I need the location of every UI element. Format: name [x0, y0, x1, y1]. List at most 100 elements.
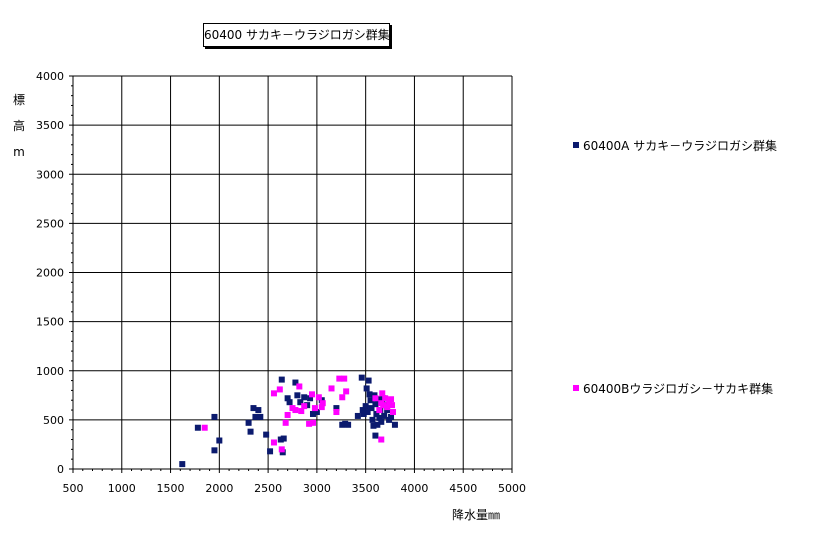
data-point-series-1 — [359, 407, 366, 414]
data-point-series-1 — [257, 413, 264, 420]
data-point-series-1 — [247, 428, 254, 435]
data-point-series-1 — [366, 391, 373, 398]
data-point-series-2 — [343, 388, 350, 395]
data-point-series-2 — [388, 396, 395, 403]
y-tick-label: 0 — [57, 463, 64, 476]
data-point-series-1 — [358, 374, 365, 381]
y-tick-label: 3000 — [36, 168, 64, 181]
data-point-series-2 — [282, 419, 289, 426]
data-point-series-1 — [313, 409, 320, 416]
data-point-series-2 — [296, 383, 303, 390]
data-point-series-1 — [278, 376, 285, 383]
data-point-series-1 — [373, 410, 380, 417]
data-point-series-2 — [380, 402, 387, 409]
data-point-series-1 — [378, 418, 385, 425]
x-tick-label: 3500 — [352, 482, 380, 495]
data-point-series-2 — [378, 436, 385, 443]
data-point-series-1 — [367, 397, 374, 404]
data-point-series-1 — [372, 401, 379, 408]
data-point-series-2 — [328, 385, 335, 392]
x-tick-label: 1000 — [108, 482, 136, 495]
data-point-series-1 — [309, 410, 316, 417]
data-point-series-2 — [270, 439, 277, 446]
data-point-series-1 — [297, 399, 304, 406]
data-point-series-1 — [252, 413, 259, 420]
data-point-series-1 — [362, 403, 369, 410]
data-point-series-1 — [179, 461, 186, 468]
data-point-series-2 — [389, 402, 396, 409]
data-point-series-1 — [280, 435, 287, 442]
data-point-series-1 — [333, 405, 340, 412]
data-point-series-1 — [364, 409, 371, 416]
data-point-series-2 — [284, 411, 291, 418]
y-tick-label: 4000 — [36, 70, 64, 83]
x-tick-label: 1500 — [157, 482, 185, 495]
data-point-series-2 — [309, 419, 316, 426]
data-point-series-1 — [360, 410, 367, 417]
y-axis-title-char: 高 — [13, 118, 25, 133]
data-point-series-2 — [201, 424, 208, 431]
data-point-series-2 — [311, 405, 318, 412]
data-point-series-2 — [379, 390, 386, 397]
data-point-series-1 — [255, 407, 262, 414]
data-point-series-1 — [216, 437, 223, 444]
tick-layer: 500 1000 1500 2000 2500 3000 3500 4000 4500 5000 0… — [36, 70, 526, 495]
y-axis-title: 標高m — [13, 93, 25, 159]
data-point-series-2 — [306, 420, 313, 427]
data-point-series-1 — [294, 392, 301, 399]
data-point-series-1 — [211, 413, 218, 420]
data-point-series-1 — [391, 421, 398, 428]
x-tick-label: 500 — [63, 482, 84, 495]
data-point-series-1 — [368, 405, 375, 412]
data-point-series-1 — [267, 448, 274, 455]
x-tick-label: 4000 — [400, 482, 428, 495]
data-point-series-2 — [336, 375, 343, 382]
data-point-series-2 — [278, 446, 285, 453]
data-point-series-1 — [370, 422, 377, 429]
data-point-series-1 — [307, 395, 314, 402]
x-tick-label: 2000 — [205, 482, 233, 495]
data-point-series-1 — [363, 385, 370, 392]
chart-title: 60400 サカキ－ウラジロガシ群集 — [203, 23, 390, 47]
x-tick-label: 2500 — [254, 482, 282, 495]
data-point-series-1 — [376, 414, 383, 421]
data-point-series-2 — [382, 395, 389, 402]
data-point-series-2 — [372, 395, 379, 402]
data-point-series-2 — [270, 390, 277, 397]
data-point-series-2 — [276, 386, 283, 393]
data-point-series-1 — [284, 395, 291, 402]
data-point-series-1 — [345, 421, 352, 428]
y-tick-label: 500 — [43, 414, 64, 427]
data-point-series-1 — [372, 432, 379, 439]
points-layer — [179, 374, 398, 468]
data-point-series-1 — [354, 412, 361, 419]
y-axis-title-char: m — [13, 145, 25, 159]
data-point-series-2 — [298, 408, 305, 415]
data-point-series-1 — [301, 394, 308, 401]
data-point-series-1 — [292, 379, 299, 386]
data-point-series-2 — [341, 375, 348, 382]
legend-entry: 60400A サカキ－ウラジロガシ群集 — [583, 138, 777, 153]
x-tick-label: 4500 — [449, 482, 477, 495]
data-point-series-2 — [376, 407, 383, 414]
legend-marker — [573, 142, 579, 148]
y-tick-label: 1000 — [36, 365, 64, 378]
data-point-series-1 — [381, 412, 388, 419]
legend-entry: 60400Bウラジロガシ－サカキ群集 — [583, 381, 773, 396]
data-point-series-2 — [318, 404, 325, 411]
data-point-series-1 — [286, 399, 293, 406]
data-point-series-2 — [384, 404, 391, 411]
x-axis-title: 降水量㎜ — [452, 508, 500, 522]
data-point-series-2 — [292, 407, 299, 414]
y-tick-label: 2500 — [36, 217, 64, 230]
data-point-series-1 — [369, 416, 376, 423]
data-point-series-1 — [263, 431, 270, 438]
grid-layer — [72, 75, 513, 470]
data-point-series-2 — [315, 394, 322, 401]
y-axis-title-char: 標 — [13, 93, 25, 107]
data-point-series-2 — [389, 409, 396, 416]
data-point-series-1 — [388, 413, 395, 420]
data-point-series-2 — [309, 391, 316, 398]
data-point-series-2 — [333, 409, 340, 416]
